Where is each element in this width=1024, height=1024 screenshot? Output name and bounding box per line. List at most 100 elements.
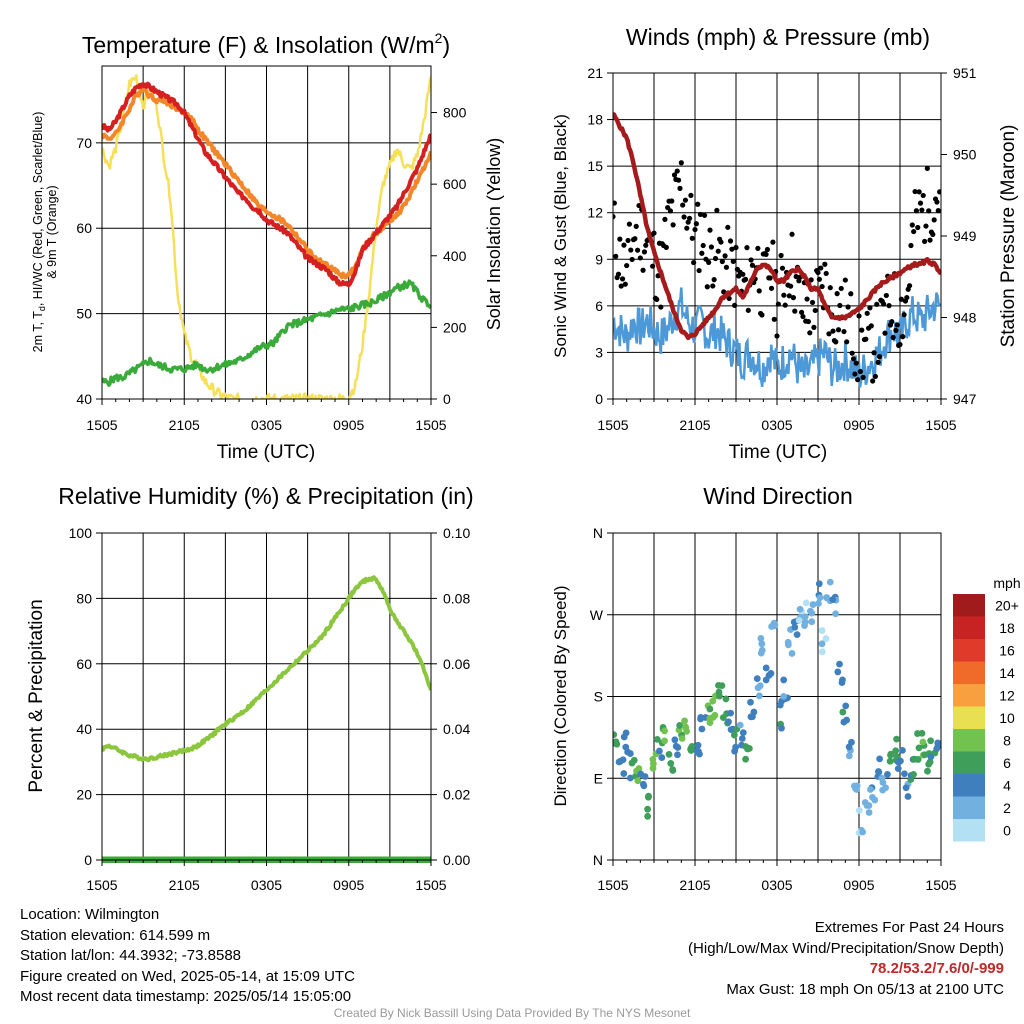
gust-point [912,188,918,195]
wind-direction-point [834,668,842,676]
temperature-xtick-label: 0905 [333,417,364,433]
gust-point [693,221,699,227]
legend-swatch [953,661,985,684]
wind-direction-point [672,742,680,750]
winds-right-axis-label: Station Pressure (Maroon) [998,125,1019,348]
gust-point [924,165,930,171]
wind-direction-point [649,755,657,763]
gust-point [764,246,771,253]
winds-ytick-label-right: 950 [953,147,977,163]
gust-point [721,289,727,295]
wind-direction-point [780,676,788,684]
wind-direction-point [667,760,675,767]
humidity-panel: Relative Humidity (%) & Precipitation (i… [26,483,474,893]
gust-point [826,331,832,337]
wind-direction-point [818,640,826,648]
gust-point [628,247,634,253]
wind-direction-point [878,774,886,782]
wind-direction-point [894,758,902,766]
legend-label: 14 [999,665,1015,681]
wind-direction-point [927,753,935,761]
humidity-xtick-label: 1505 [86,877,117,893]
humidity-ytick-label-right: 0.02 [443,787,470,803]
temperature-xtick-label: 2105 [169,417,200,433]
wind-direction-left-axis-label: Direction (Colored By Speed) [551,585,570,806]
wind-direction-point [694,741,702,749]
humidity-ytick-label-left: 0 [84,852,92,868]
extremes-subtitle: (High/Low/Max Wind/Precipitation/Snow De… [688,939,1004,957]
wind-direction-point [658,754,666,761]
gust-point [930,231,936,237]
wind-direction-point [808,618,816,626]
gust-point [641,249,648,255]
gust-point [613,214,616,220]
wind-direction-panel: Wind Direction 1505 2105 0305 0905 1505 N E S W N… [551,483,1021,893]
winds-ytick-label-right: 948 [953,310,977,326]
wind-direction-point [745,745,753,752]
wind-direction-point [730,731,738,739]
gust-point [848,291,854,297]
wind-direction-point [626,750,634,757]
gust-point [756,288,762,294]
wind-direction-point [742,755,749,763]
speed-color-legend: 20+ 18 16 14 12 10 8 6 4 2 0 [953,594,1019,842]
wind-direction-point [747,713,755,721]
gust-point [625,237,631,244]
gust-point [868,323,874,329]
wind-direction-point [661,737,668,745]
gust-point [722,253,728,259]
legend-label: 6 [1003,755,1011,771]
wind-direction-point [839,708,847,716]
gust-point [937,189,941,195]
wind-direction-xtick-label: 1505 [597,877,628,893]
recent-data-text: Most recent data timestamp: 2025/05/14 1… [20,988,352,1005]
gust-point [935,207,941,214]
wind-direction-point [902,784,910,792]
wind-direction-point [716,692,723,700]
wind-direction-point [676,721,684,729]
gust-point [897,341,903,348]
wind-direction-point [884,770,891,778]
wind-direction-point [893,735,900,743]
gust-point [726,295,732,302]
wind-direction-point [725,718,732,726]
winds-ytick-label-left: 0 [595,391,603,407]
gust-point [890,334,896,341]
humidity-xtick-label: 0305 [251,877,282,893]
gust-point [774,333,780,339]
gust-point [805,318,812,325]
gust-point [913,208,920,214]
temperature-left-axis-label-line2: & 9m T (Orange) [45,185,59,278]
wind-direction-point [927,737,935,745]
gust-point [867,305,873,311]
wind-direction-xtick-label: 0905 [843,877,874,893]
gust-point [719,258,725,265]
wind-direction-point [755,692,763,700]
gust-point [789,231,795,237]
wind-direction-xtick-label: 1505 [925,877,956,893]
winds-ytick-label-left: 6 [595,298,603,314]
gust-point [643,242,649,248]
gust-point [622,281,628,287]
temperature-ytick-label-right: 200 [443,319,467,335]
gust-point [893,327,899,333]
legend-swatch [953,774,985,797]
gust-point [923,223,929,229]
wind-direction-point [861,799,869,806]
gust-point [763,251,769,258]
humidity-panel-title: Relative Humidity (%) & Precipitation (i… [58,483,473,509]
winds-xtick-label: 2105 [679,417,710,433]
gust-point [827,285,833,291]
winds-x-axis-label: Time (UTC) [729,442,828,463]
wind-direction-point [921,751,929,759]
temperature-ytick-label-right: 400 [443,248,467,264]
temperature-xtick-label: 1505 [415,417,446,433]
wind-direction-point [695,748,702,755]
wind-direction-point [758,640,766,648]
wind-direction-point [829,596,837,603]
gust-point [699,250,705,256]
wind-direction-point [718,682,726,689]
wind-direction-point [709,713,717,721]
wind-direction-point [867,786,874,793]
winds-panel-title: Winds (mph) & Pressure (mb) [626,24,930,50]
